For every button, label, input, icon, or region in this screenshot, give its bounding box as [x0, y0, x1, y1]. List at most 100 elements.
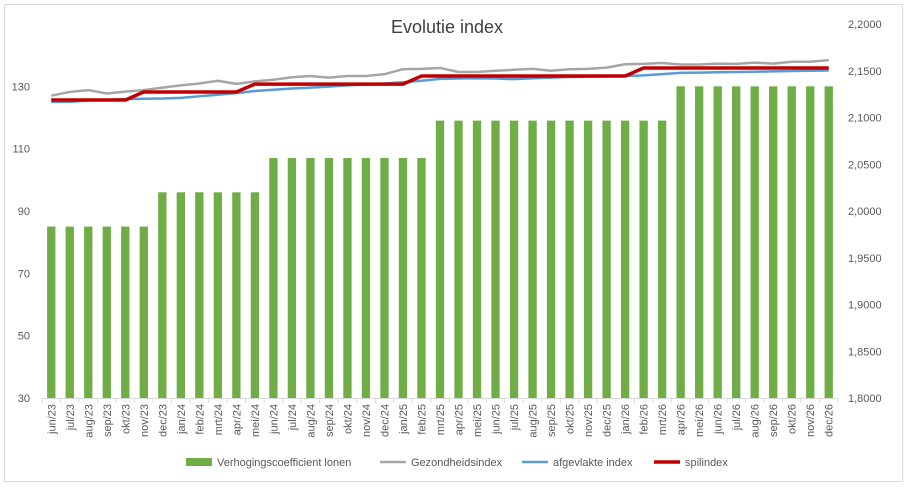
chart-title: Evolutie index [391, 17, 503, 37]
bar-sep/24 [324, 158, 334, 398]
x-tick-label: mei/24 [250, 404, 262, 437]
x-tick-label: feb/24 [194, 404, 206, 435]
legend-item-gezondheidsindex: Gezondheidsindex [380, 457, 503, 469]
bar-okt/25 [565, 120, 574, 399]
bar-dec/26 [824, 86, 833, 398]
x-tick-label: jul/24 [287, 404, 299, 431]
x-tick-label: nov/25 [583, 404, 595, 437]
x-tick-label: feb/26 [639, 404, 651, 435]
x-tick-label: dec/26 [824, 404, 836, 437]
x-tick-label: jan/24 [176, 404, 188, 435]
y-left-tick-label: 90 [18, 206, 30, 218]
x-tick-label: jul/25 [509, 404, 521, 431]
x-tick-label: mei/25 [472, 404, 484, 437]
bar-nov/24 [361, 158, 371, 398]
x-tick-label: nov/24 [361, 404, 373, 437]
x-tick-label: mrt/25 [435, 404, 447, 435]
bar-dec/23 [158, 192, 167, 398]
y-right-tick-label: 2,1500 [848, 66, 882, 78]
x-tick-label: jul/23 [65, 404, 77, 431]
x-tick-label: dec/23 [157, 404, 169, 437]
bar-apr/26 [676, 86, 685, 398]
bar-jul/24 [287, 158, 297, 398]
x-tick-label: jun/26 [713, 404, 725, 435]
x-tick-label: okt/23 [120, 404, 132, 434]
line-gezondheidsindex [51, 58, 829, 97]
x-tick-label: dec/25 [602, 404, 614, 437]
legend-label: Verhogingscoefficient lonen [217, 457, 351, 469]
bar-jan/26 [620, 120, 630, 399]
line-spilindex [51, 66, 829, 102]
x-tick-label: jun/24 [268, 404, 280, 435]
bar-jun/23 [47, 226, 56, 398]
bar-okt/26 [787, 86, 796, 398]
x-tick-label: aug/23 [83, 404, 95, 438]
x-tick-label: jan/25 [398, 404, 410, 435]
x-tick-label: jun/23 [46, 404, 58, 435]
bar-jul/26 [732, 86, 741, 398]
legend-label: Gezondheidsindex [411, 457, 503, 469]
bar-mei/26 [695, 86, 704, 398]
bar-dec/24 [380, 158, 389, 398]
y-right-tick-label: 2,2000 [848, 19, 882, 31]
x-tick-label: sep/24 [324, 404, 336, 437]
bar-okt/23 [121, 226, 130, 398]
x-tick-label: sep/26 [768, 404, 780, 437]
bar-aug/25 [528, 120, 537, 399]
legend-swatch [186, 458, 212, 466]
x-tick-label: apr/25 [454, 404, 466, 435]
x-tick-label: mrt/26 [657, 404, 669, 435]
x-tick-label: aug/25 [528, 404, 540, 438]
legend-item-spilindex: spilindex [654, 457, 728, 469]
bar-jan/24 [176, 192, 185, 398]
legend-label: afgevlakte index [553, 457, 633, 469]
y-left-tick-label: 30 [18, 393, 30, 405]
y-right-tick-label: 2,0000 [848, 206, 882, 218]
bar-jun/26 [713, 86, 722, 398]
y-right-tick-label: 1,8000 [848, 393, 882, 405]
bar-aug/23 [84, 226, 93, 398]
x-tick-label: feb/25 [416, 404, 428, 435]
x-tick-label: sep/25 [546, 404, 558, 437]
line-series [51, 58, 829, 104]
legend-label: spilindex [685, 457, 728, 469]
legend: Verhogingscoefficient lonen Gezondheidsin… [186, 457, 728, 469]
bar-jul/23 [65, 226, 74, 398]
bar-okt/24 [343, 158, 352, 398]
bar-jul/25 [509, 120, 519, 399]
bar-nov/23 [139, 226, 148, 398]
bar-mrt/24 [213, 192, 223, 398]
x-tick-label: nov/23 [139, 404, 151, 437]
bar-mei/25 [472, 120, 482, 399]
bar-mrt/26 [657, 120, 667, 399]
bar-mei/24 [250, 192, 260, 398]
y-left-tick-label: 50 [18, 331, 30, 343]
bar-nov/25 [583, 120, 593, 399]
bar-feb/26 [639, 120, 648, 399]
y-right-tick-label: 1,8500 [848, 346, 882, 358]
x-tick-label: okt/24 [342, 404, 354, 434]
x-tick-label: apr/24 [231, 404, 243, 435]
bar-aug/26 [750, 86, 759, 398]
bar-mrt/25 [435, 120, 445, 399]
bar-series [47, 86, 833, 399]
x-tick-label: nov/26 [805, 404, 817, 437]
x-tick-label: okt/26 [787, 404, 799, 434]
x-tick-label: jun/25 [491, 404, 503, 435]
y-left-tick-label: 110 [12, 144, 30, 156]
line-afgevlakte-index [51, 69, 829, 104]
y-right-tick-label: 2,1000 [848, 113, 882, 125]
x-tick-label: dec/24 [379, 404, 391, 437]
y-left-tick-label: 130 [12, 81, 30, 93]
y-right-tick-label: 2,0500 [848, 159, 882, 171]
x-tick-label: mrt/24 [213, 404, 225, 435]
bar-jun/24 [269, 158, 278, 398]
x-tick-label: apr/26 [676, 404, 688, 435]
bar-apr/24 [232, 192, 241, 398]
x-tick-label: jul/26 [731, 404, 743, 431]
x-tick-label: sep/23 [102, 404, 114, 437]
y-right-tick-label: 1,9000 [848, 300, 882, 312]
x-tick-label: aug/24 [305, 404, 317, 438]
bar-feb/25 [417, 158, 426, 398]
axes: jun/23 jul/23 aug/23 sep/23 okt/23 nov/23 dec/… [12, 19, 882, 438]
